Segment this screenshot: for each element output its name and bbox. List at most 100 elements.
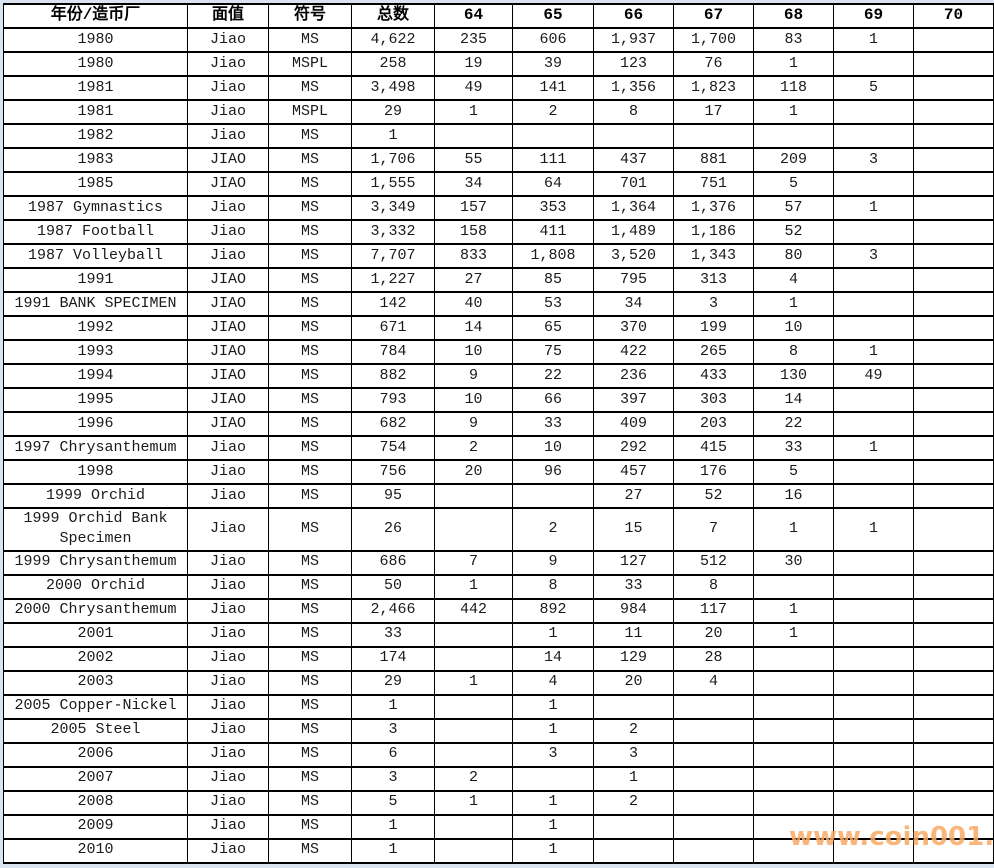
data-cell: MSPL [268,51,352,77]
data-cell: 1,376 [673,195,754,221]
data-cell [753,717,834,744]
data-cell [913,765,994,792]
data-cell: 26 [351,507,435,552]
data-cell [913,147,994,173]
data-cell: 96 [512,459,594,485]
data-cell: 1,555 [351,171,435,197]
data-cell: 117 [673,597,754,624]
data-cell: 33 [512,411,594,437]
row-label-cell: 2010 [3,837,188,864]
data-cell: MS [268,171,352,197]
row-label-cell: 1982 [3,123,188,149]
data-cell: 457 [593,459,674,485]
data-cell: 75 [512,339,594,365]
data-cell: 3 [833,243,914,269]
data-cell: 10 [512,435,594,461]
data-cell: MS [268,813,352,840]
data-cell: 1 [753,507,834,552]
row-label-cell: 2009 [3,813,188,840]
data-cell: 8 [753,339,834,365]
data-cell: 265 [673,339,754,365]
data-cell [833,741,914,768]
row-label-cell: 1993 [3,339,188,365]
data-cell [434,483,513,509]
data-cell: 5 [833,75,914,101]
data-cell [833,459,914,485]
data-cell: 3,332 [351,219,435,245]
row-label-cell: 1994 [3,363,188,389]
data-cell [753,645,834,672]
data-cell [593,123,674,149]
data-cell: 1,356 [593,75,674,101]
data-cell: 3,520 [593,243,674,269]
row-label-cell: 1987 Football [3,219,188,245]
column-header: 70 [913,3,994,29]
data-cell: 5 [753,459,834,485]
data-cell: 1 [434,669,513,696]
data-cell: MS [268,459,352,485]
data-cell: 49 [833,363,914,389]
data-cell: 7 [434,549,513,576]
data-cell: 1 [434,99,513,125]
data-cell [753,573,834,600]
row-label-cell: 2003 [3,669,188,696]
data-cell: 85 [512,267,594,293]
data-cell: 95 [351,483,435,509]
data-cell: Jiao [187,813,269,840]
data-cell: 83 [753,27,834,53]
data-cell: 353 [512,195,594,221]
data-cell: 4 [512,669,594,696]
data-cell [913,483,994,509]
table-row: 1991 JIAO MS 1,227 27 85 795 313 4 [3,267,994,293]
data-cell [833,483,914,509]
data-cell: MS [268,693,352,720]
data-cell: 203 [673,411,754,437]
data-cell: 20 [434,459,513,485]
data-cell: 2 [593,789,674,816]
data-cell [434,621,513,648]
row-label-cell: 1991 BANK SPECIMEN [3,291,188,317]
data-cell: 1,343 [673,243,754,269]
data-cell [913,51,994,77]
data-cell: 4 [673,669,754,696]
data-cell: 1,489 [593,219,674,245]
table-row: 1985 JIAO MS 1,555 34 64 701 751 5 [3,171,994,197]
data-cell: MS [268,717,352,744]
data-cell: 65 [512,315,594,341]
data-cell: 1 [512,621,594,648]
data-cell: 1 [512,717,594,744]
data-cell: Jiao [187,123,269,149]
data-cell: 292 [593,435,674,461]
data-cell [913,549,994,576]
data-cell: 2,466 [351,597,435,624]
data-cell: Jiao [187,789,269,816]
data-cell [833,765,914,792]
data-cell: JIAO [187,291,269,317]
data-cell [833,99,914,125]
data-cell: 1 [512,789,594,816]
data-cell: 15 [593,507,674,552]
data-cell: 751 [673,171,754,197]
data-cell: 10 [753,315,834,341]
data-cell [434,693,513,720]
table-row: 1997 Chrysanthemum Jiao MS 754 2 10 292 415 33 1 [3,435,994,461]
data-cell: 3 [673,291,754,317]
data-cell: 433 [673,363,754,389]
row-label-cell: 1980 [3,27,188,53]
data-cell: 130 [753,363,834,389]
data-cell: 9 [434,411,513,437]
data-cell: MS [268,789,352,816]
data-cell: MS [268,645,352,672]
data-cell: 1 [434,573,513,600]
table-row: 1992 JIAO MS 671 14 65 370 199 10 [3,315,994,341]
data-cell: MS [268,195,352,221]
data-cell: 1 [351,123,435,149]
data-cell: 2 [512,507,594,552]
data-cell: 33 [593,573,674,600]
column-header: 69 [833,3,914,29]
data-cell: 123 [593,51,674,77]
data-cell [833,789,914,816]
data-cell: 1,186 [673,219,754,245]
row-label-cell: 1997 Chrysanthemum [3,435,188,461]
row-label-cell: 1980 [3,51,188,77]
